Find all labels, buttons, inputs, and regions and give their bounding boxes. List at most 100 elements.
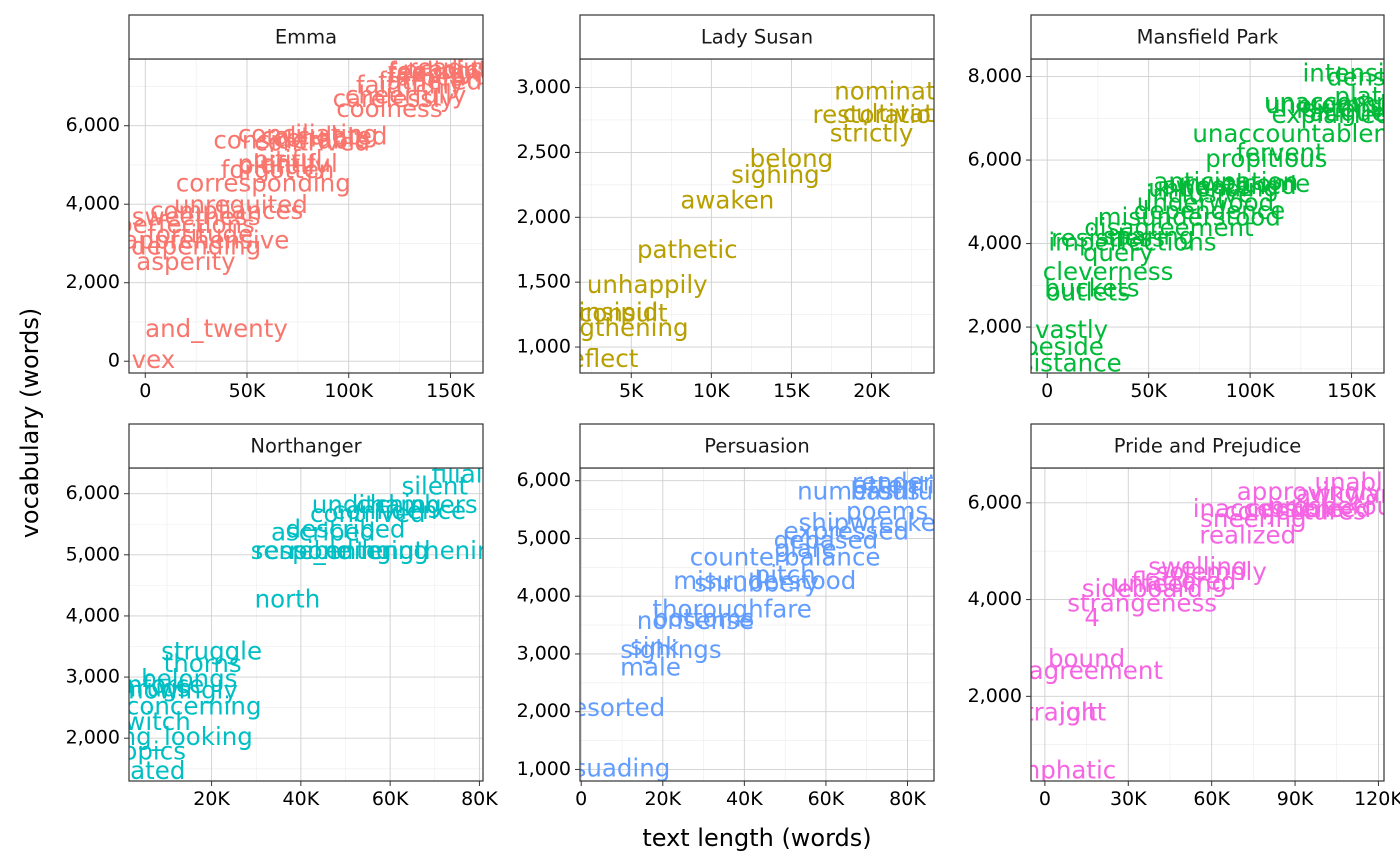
word-label: fathered <box>378 67 482 96</box>
grid-lines <box>580 59 934 373</box>
y-tick-label: 3,000 <box>517 642 571 664</box>
y-tick-label: 2,000 <box>968 685 1022 707</box>
y-tick-label: 4,000 <box>66 193 120 215</box>
word-label: thorns <box>164 649 242 678</box>
panel-background <box>129 468 483 781</box>
x-tick-label: 10K <box>693 380 730 402</box>
word-label: intensity <box>1302 58 1400 87</box>
y-tick-label: 6,000 <box>517 469 571 491</box>
word-label: unwelcome <box>1170 169 1310 198</box>
x-tick-label: 80K <box>889 788 926 810</box>
word-label: bottoms <box>653 603 754 632</box>
word-label: jolt <box>1058 697 1098 726</box>
facet-strip <box>579 423 935 469</box>
facet-strip <box>1030 423 1385 469</box>
word-label: emphatic <box>1001 755 1116 784</box>
word-label: anticipation <box>1153 167 1298 196</box>
word-labels: satiatedtropicslong_lookingwitchconcerni… <box>99 459 508 781</box>
y-axis-title: vocabulary (words) <box>16 308 44 539</box>
facet-strip <box>1030 14 1385 60</box>
word-label: nonsense <box>637 606 754 635</box>
x-tick-label: 100K <box>324 380 373 402</box>
word-label: chambers <box>356 490 477 519</box>
y-tick-label: 3,000 <box>66 666 120 688</box>
word-label: sneering <box>1200 504 1306 533</box>
x-tick-label: 20K <box>853 380 890 402</box>
facet-strip-title: Lady Susan <box>701 26 813 49</box>
word-label: sweetened <box>1163 171 1297 200</box>
y-tick-label: 6,000 <box>968 149 1022 171</box>
x-tick-label: 150K <box>1327 380 1376 402</box>
word-label: feebleness <box>388 59 520 88</box>
word-label: responding <box>255 536 392 565</box>
word-label: asperity <box>136 247 235 276</box>
x-tick-label: 30K <box>1110 788 1147 810</box>
grid-lines <box>1031 59 1384 373</box>
word-label: pitifully <box>238 151 329 180</box>
word-label: expressed <box>784 517 909 546</box>
word-label: shrugs <box>108 673 190 702</box>
word-label: unable <box>1314 467 1398 496</box>
word-label: realized <box>1199 521 1296 550</box>
facet-strip-title: Persuasion <box>704 435 809 458</box>
word-label: thoroughfare <box>652 595 812 624</box>
x-tick-label: 40K <box>283 788 320 810</box>
word-label: buckets <box>1044 273 1139 302</box>
word-label: shipwrecked <box>799 508 952 537</box>
panel-background <box>129 59 483 373</box>
word-label: pitiful <box>253 145 323 174</box>
x-tick-label: 60K <box>372 788 409 810</box>
word-label: long_looking <box>99 722 253 751</box>
word-label: reflect <box>560 344 639 373</box>
word-label: sideboard <box>1082 574 1203 603</box>
word-label: vex <box>132 345 176 374</box>
word-label: filial <box>432 459 483 488</box>
word-label: lengthening <box>361 536 508 565</box>
y-tick-label: 5,000 <box>517 527 571 549</box>
panel-background <box>1031 59 1384 373</box>
word-label: feelingly <box>388 57 493 86</box>
facet-strip <box>128 423 484 469</box>
x-tick-label: 60K <box>1193 788 1230 810</box>
word-label: inaccessible <box>1193 494 1342 523</box>
y-tick-label: 4,000 <box>968 232 1022 254</box>
word-label: imperfections <box>1048 228 1216 257</box>
x-tick-label: 40K <box>726 788 763 810</box>
word-label: awkward <box>1296 480 1400 509</box>
x-tick-label: 0 <box>139 380 151 402</box>
y-tick-label: 1,000 <box>517 336 571 358</box>
facet-panel: reflectlengtheninginsipidconsultunhappil… <box>517 14 965 402</box>
word-label: male <box>620 652 681 681</box>
y-tick-label: 4,000 <box>517 585 571 607</box>
word-label: described <box>286 514 406 543</box>
word-label: underwood <box>1137 188 1274 217</box>
panel-background <box>580 59 934 373</box>
word-label: contrived <box>254 127 370 156</box>
word-label: extenuated <box>1302 94 1400 123</box>
word-label: sensible <box>251 536 351 565</box>
word-label: fatigued <box>1301 98 1400 127</box>
word-label: unditching <box>312 490 442 519</box>
word-label: unaccompanied <box>1264 88 1400 117</box>
word-label: and_twenty <box>145 314 288 343</box>
word-label: cultivated <box>843 99 965 128</box>
x-tick-label: 0 <box>1039 788 1051 810</box>
word-label: cohabit <box>273 123 364 152</box>
word-label: consult <box>579 299 668 328</box>
word-label: re_entering <box>289 536 429 565</box>
word-label: 4 <box>1084 603 1100 632</box>
word-label: sighing <box>731 160 820 189</box>
x-tick-label: 80K <box>461 788 498 810</box>
word-label: unhappily <box>587 270 708 299</box>
word-label: attentions <box>853 470 978 499</box>
word-label: disagreement <box>994 656 1164 685</box>
word-label: poems <box>846 496 928 525</box>
word-label: sweetness <box>132 202 261 231</box>
word-label: contented <box>1247 494 1371 523</box>
word-label: assistance <box>993 349 1122 378</box>
word-label: confidence <box>332 496 466 525</box>
y-tick-label: 5,000 <box>66 543 120 565</box>
